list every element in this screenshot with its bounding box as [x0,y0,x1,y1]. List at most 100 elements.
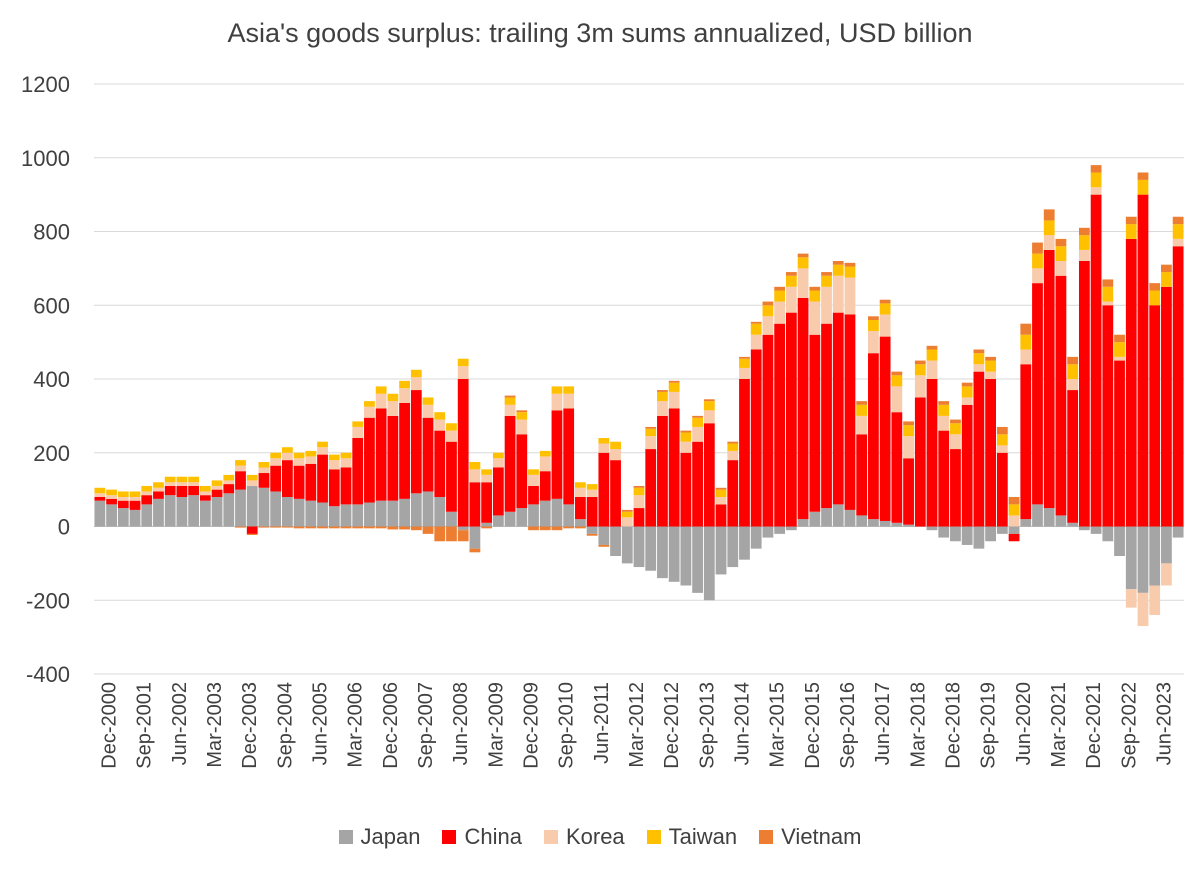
bar-china [375,408,387,501]
bar-vietnam [1125,216,1137,225]
bar-china [1172,246,1184,527]
bar-korea [199,491,211,496]
y-tick-label: 0 [58,515,70,540]
bar-japan [387,500,399,527]
bar-vietnam [235,526,246,528]
bar-taiwan [844,266,856,278]
bar-korea [575,487,586,497]
bar-korea [598,443,610,453]
bar-japan [246,485,258,527]
bar-vietnam [352,526,364,529]
bar-china [879,336,891,521]
x-tick-label: Dec-2003 [239,682,261,769]
bar-taiwan [938,404,950,416]
x-tick-label: Jun-2023 [1153,682,1175,765]
bar-japan [305,500,317,527]
bar-japan [1102,526,1114,542]
bar-korea [1043,235,1055,250]
bar-taiwan [680,432,692,442]
bar-vietnam [668,380,680,383]
bar-korea [387,401,399,416]
bar-korea [1032,268,1043,284]
bar-japan [879,520,891,527]
legend-label-japan: Japan [360,824,421,849]
legend-item-china: China [442,824,522,850]
bar-china [153,491,164,499]
chart-title: Asia's goods surplus: trailing 3m sums a… [227,18,973,48]
bar-korea [1055,261,1067,276]
bar-china [575,497,586,520]
bar-taiwan [246,474,258,481]
bar-korea [246,480,258,486]
bar-korea [868,331,879,354]
bar-japan [516,508,528,527]
bar-korea [317,447,328,455]
bar-china [950,449,961,527]
bar-japan [1114,526,1125,556]
y-tick-label: 800 [33,220,70,245]
bar-korea [235,465,246,472]
bar-korea [586,489,598,498]
bar-korea [399,388,410,403]
bar-taiwan [621,511,633,518]
bar-taiwan [575,482,586,488]
bar-china [1020,364,1032,520]
bar-taiwan [1102,286,1114,302]
bar-china [844,314,856,510]
bar-korea [539,456,551,472]
bar-japan [610,526,621,556]
bar-japan [727,526,739,568]
bar-japan [903,524,914,527]
legend-item-japan: Japan [338,824,421,850]
bar-taiwan [1055,246,1067,261]
bar-taiwan [774,290,786,302]
bar-china [868,353,879,520]
bar-korea [973,364,985,372]
bar-taiwan [950,423,961,435]
bar-vietnam [703,399,715,402]
bar-korea [293,458,305,466]
bar-china [457,379,469,527]
bar-taiwan [94,487,106,494]
bar-china [469,482,481,527]
bar-vietnam [282,526,293,528]
bar-japan [621,526,633,564]
bar-japan [1078,526,1090,531]
bar-japan [129,509,141,527]
bar-china [1008,533,1020,542]
bar-vietnam [633,485,645,488]
bar-vietnam [446,526,457,542]
bar-japan [188,495,200,527]
bar-taiwan [1114,342,1125,357]
bar-korea [1078,249,1090,261]
bar-japan [352,504,364,527]
legend-swatch-taiwan [646,830,661,844]
x-tick-label: Jun-2002 [169,682,191,765]
bar-china [340,467,352,505]
bar-vietnam [563,526,575,529]
bar-japan [832,504,844,527]
bar-china [762,334,774,527]
bar-china [1102,305,1114,527]
bar-korea [340,458,352,468]
bar-japan [762,526,774,538]
y-tick-label: 200 [33,441,70,466]
x-tick-label: Mar-2015 [767,682,789,768]
bar-korea [375,393,387,409]
bar-korea [1102,301,1114,306]
bar-vietnam [1008,497,1020,505]
bar-japan [1032,504,1043,527]
bar-vietnam [996,426,1008,435]
bar-japan [844,509,856,527]
bar-china [1043,249,1055,509]
legend-swatch-japan [338,830,353,844]
bar-korea [1008,515,1020,527]
bar-china [106,498,117,505]
bar-vietnam [621,509,633,512]
x-tick-label: Dec-2012 [661,682,683,769]
bar-vietnam [1172,216,1184,225]
bar-china [680,452,692,527]
bar-taiwan [692,417,703,427]
y-tick-label: 1200 [21,72,70,97]
bar-taiwan [305,450,317,457]
